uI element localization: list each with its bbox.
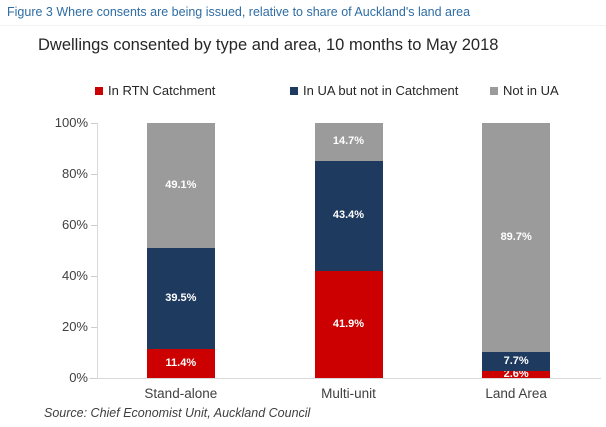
- legend-label: In RTN Catchment: [108, 83, 216, 98]
- legend-item: In UA but not in Catchment: [290, 83, 458, 98]
- x-category-label: Multi-unit: [321, 386, 376, 401]
- y-tick-mark: [91, 276, 97, 277]
- y-tick-label: 0%: [69, 370, 88, 385]
- bar-segment-label: 14.7%: [332, 135, 365, 148]
- bar-segment: 41.9%: [314, 271, 383, 378]
- bar-segment: 11.4%: [146, 348, 215, 378]
- bar-segment: 89.7%: [482, 123, 551, 352]
- caption-divider: [0, 25, 606, 26]
- bar-column: 2.6% 7.7% 89.7%: [432, 123, 600, 381]
- x-axis-line: [89, 378, 601, 379]
- plot-area: 11.4% 39.5% 49.1% 41.9% 43.4% 14.7% 2.6% 7.7% 89…: [97, 123, 600, 381]
- y-tick-mark: [91, 225, 97, 226]
- y-tick-mark: [91, 378, 97, 379]
- x-category-label: Stand-alone: [144, 386, 218, 401]
- source-note: Source: Chief Economist Unit, Auckland C…: [44, 406, 311, 420]
- bar-segment: 39.5%: [146, 248, 215, 349]
- bar-segment-label: 7.7%: [503, 355, 529, 368]
- bar-segment: 14.7%: [314, 123, 383, 161]
- y-tick-label: 40%: [61, 268, 88, 283]
- legend-item: In RTN Catchment: [95, 83, 215, 98]
- chart-title: Dwellings consented by type and area, 10…: [38, 36, 499, 54]
- bar-segment-label: 39.5%: [165, 292, 197, 305]
- bar-segment: 7.7%: [482, 351, 551, 372]
- legend-swatch-icon: [290, 86, 298, 95]
- bar-segment: 49.1%: [146, 123, 215, 249]
- legend-label: In UA but not in Catchment: [303, 83, 459, 98]
- bar-segment-label: 49.1%: [165, 179, 197, 192]
- y-tick-label: 80%: [61, 166, 88, 181]
- bar-segment-label: 2.6%: [503, 368, 529, 381]
- y-tick-mark: [91, 327, 97, 328]
- legend-item: Not in UA: [490, 83, 559, 98]
- figure-caption: Figure 3 Where consents are being issued…: [7, 5, 471, 19]
- bar-segment-label: 11.4%: [165, 356, 197, 369]
- y-tick-label: 100%: [54, 115, 88, 130]
- y-tick-mark: [91, 123, 97, 124]
- bar-segment: 2.6%: [482, 368, 551, 381]
- bar-segment: 43.4%: [314, 160, 383, 272]
- legend-label: Not in UA: [503, 83, 559, 98]
- legend-swatch-icon: [95, 86, 103, 95]
- bar-segment-label: 43.4%: [332, 209, 365, 222]
- y-axis-line: [97, 123, 98, 378]
- y-tick-label: 20%: [61, 319, 88, 334]
- y-tick-mark: [91, 174, 97, 175]
- y-tick-label: 60%: [61, 217, 88, 232]
- legend-swatch-icon: [490, 86, 498, 95]
- bar-column: 11.4% 39.5% 49.1%: [97, 123, 265, 378]
- x-category-label: Land Area: [485, 386, 547, 401]
- bar-segment-label: 89.7%: [500, 230, 532, 243]
- bar-segment-label: 41.9%: [332, 318, 365, 331]
- bar-column: 41.9% 43.4% 14.7%: [265, 123, 433, 378]
